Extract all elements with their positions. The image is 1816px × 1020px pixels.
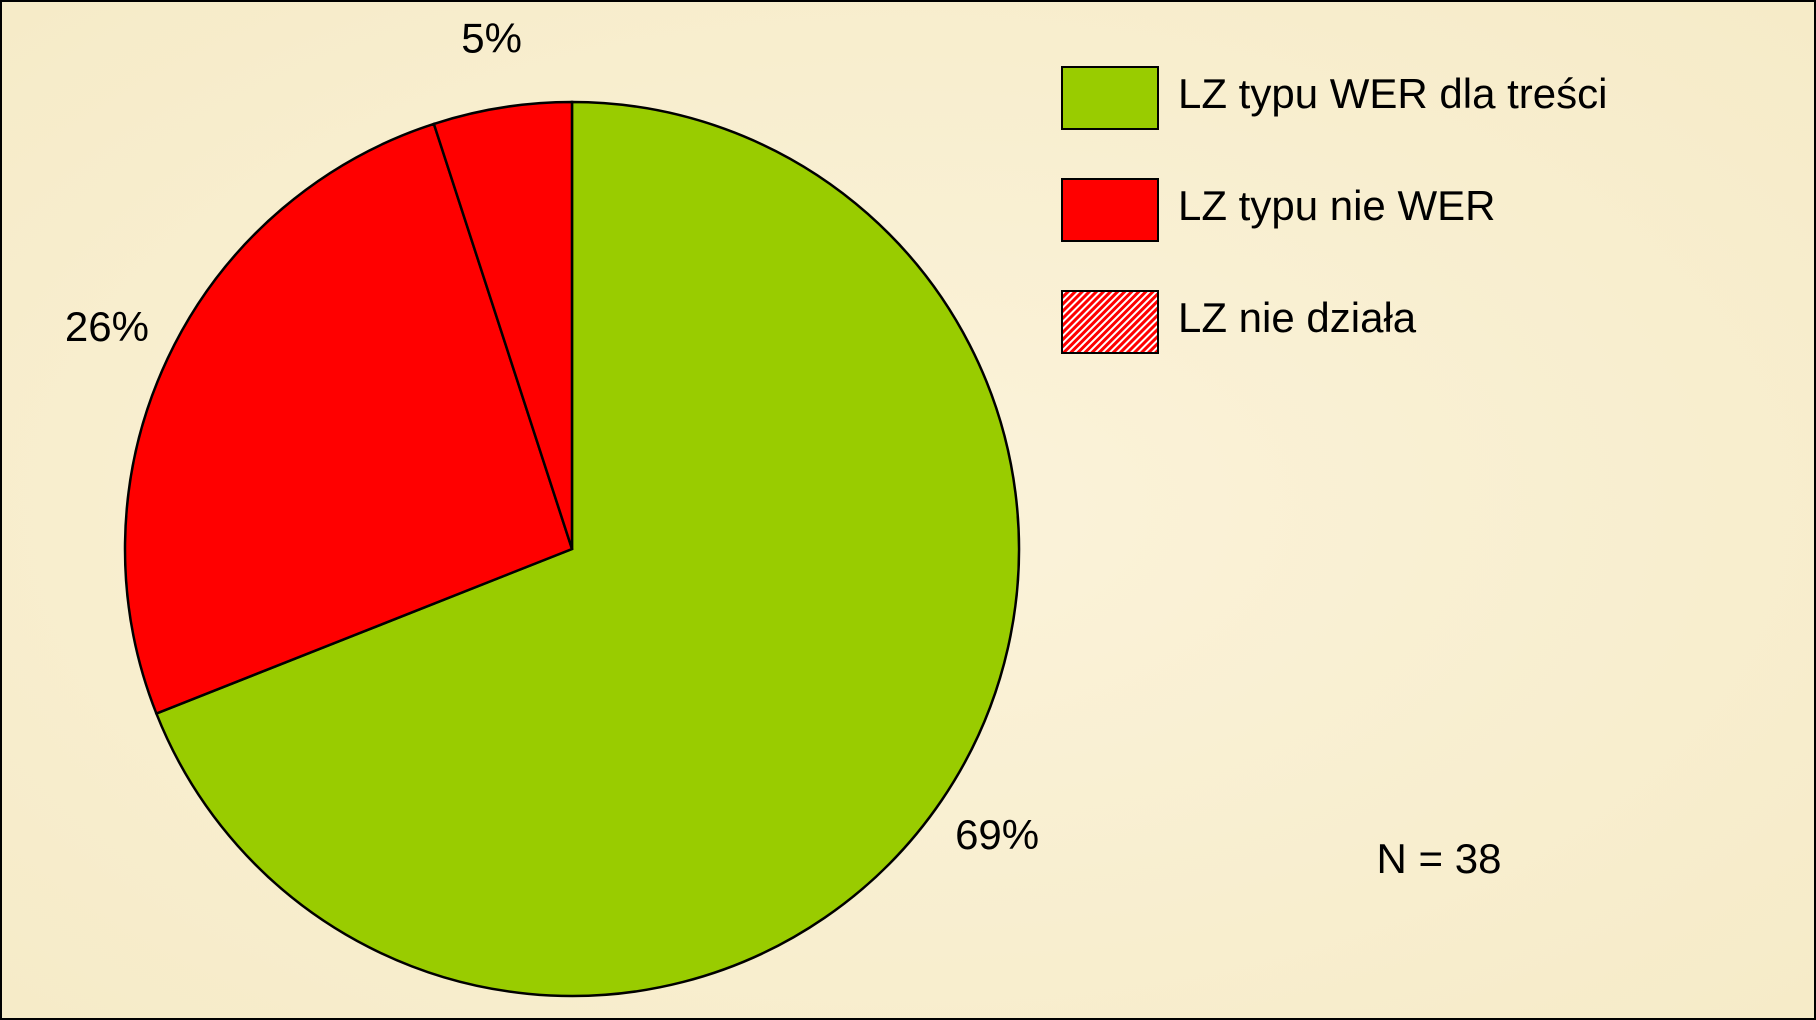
pie-slice — [432, 100, 574, 550]
legend-label: LZ nie działa — [1178, 294, 1417, 341]
data-label: 26% — [65, 303, 149, 350]
legend-swatch — [1061, 290, 1159, 354]
legend-swatch — [1061, 178, 1159, 242]
legend-label: LZ typu WER dla treści — [1178, 70, 1607, 117]
data-label: 5% — [461, 14, 522, 61]
annotation: N = 38 — [1377, 835, 1502, 882]
pie-slice — [154, 100, 1021, 998]
legend-label: LZ typu nie WER — [1178, 182, 1495, 229]
legend-swatch — [1061, 66, 1159, 130]
data-label: 69% — [955, 811, 1039, 858]
pie-slice — [123, 122, 574, 716]
